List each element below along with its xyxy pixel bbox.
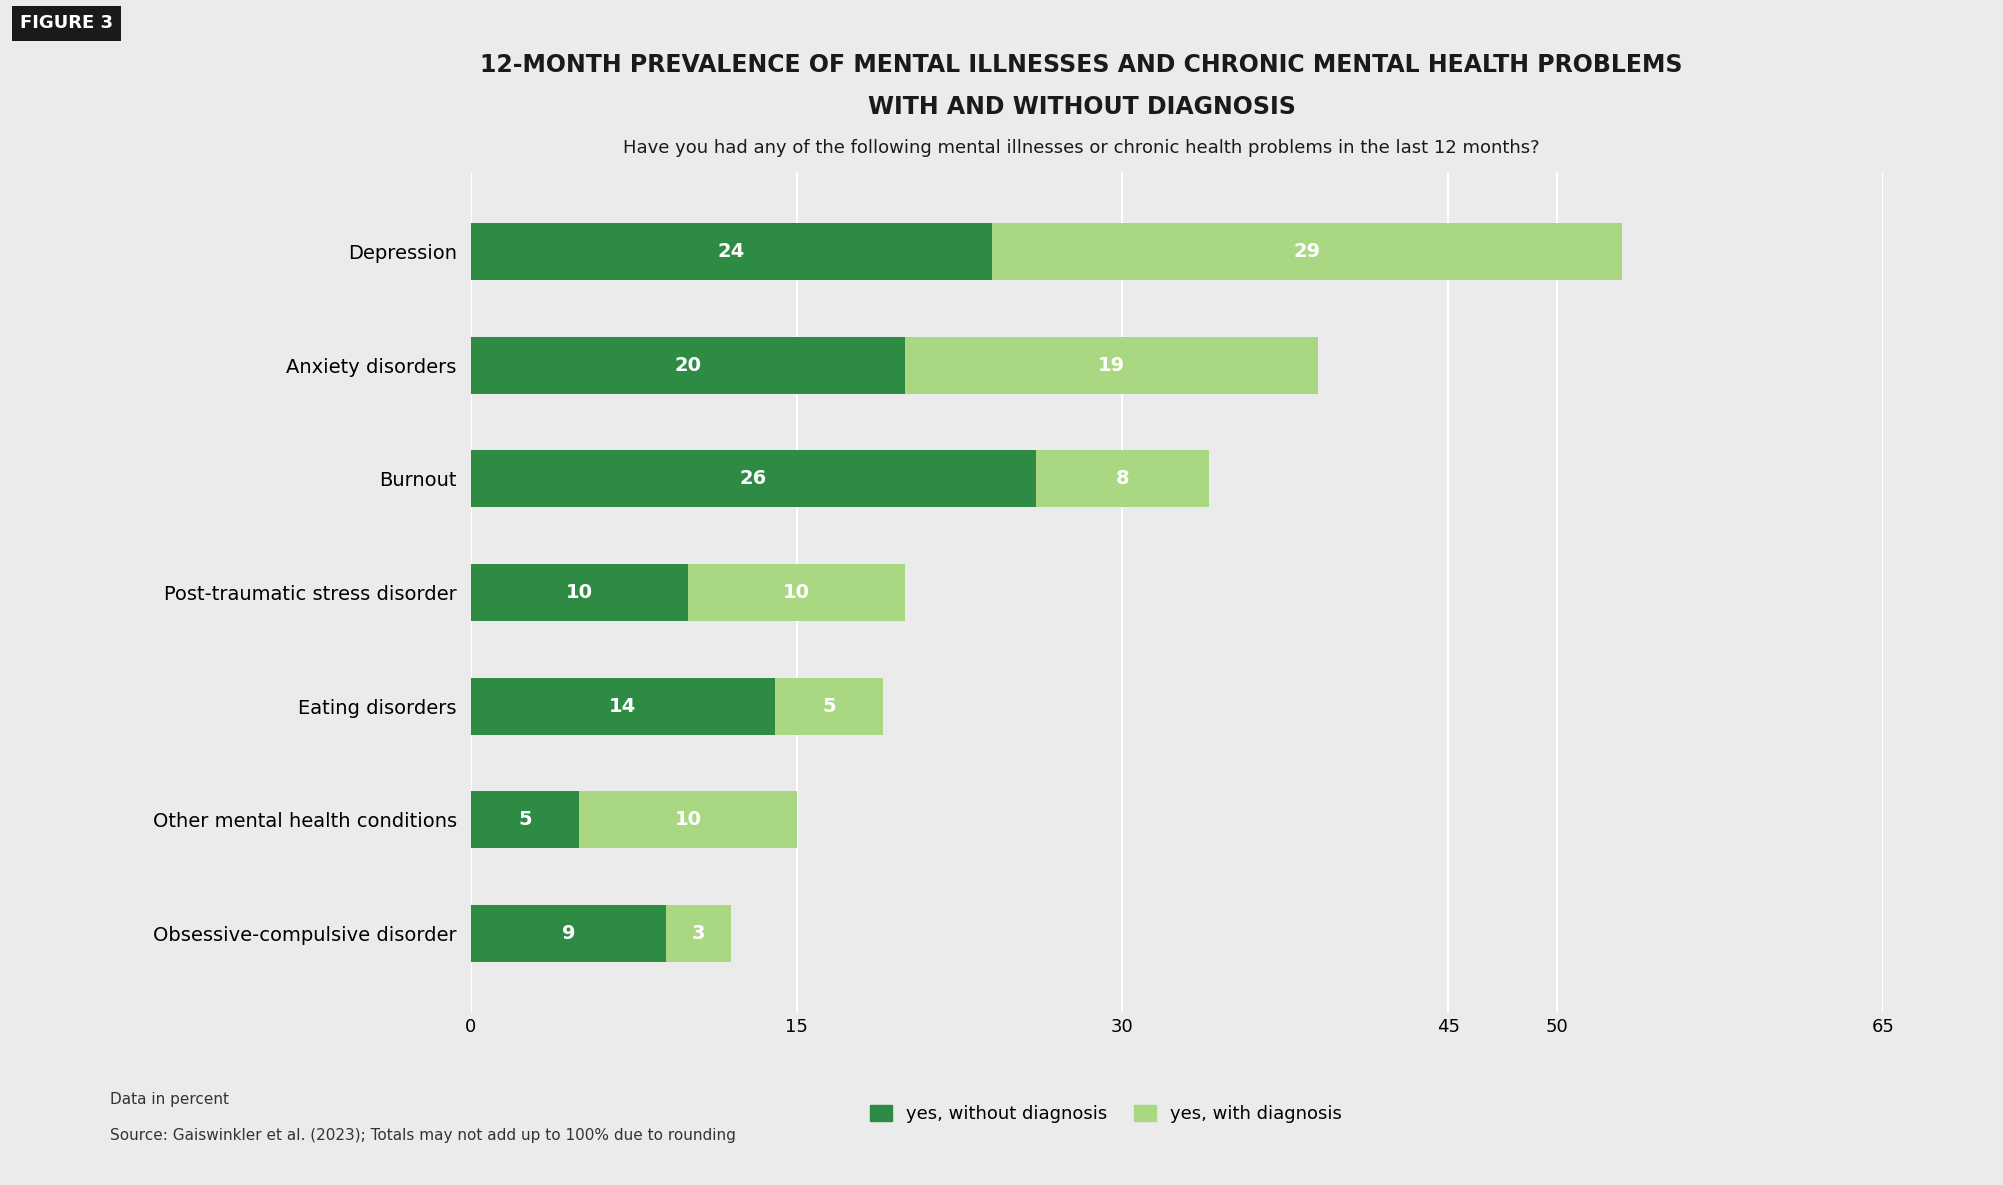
Text: Have you had any of the following mental illnesses or chronic health problems in: Have you had any of the following mental… — [623, 139, 1540, 158]
Text: 29: 29 — [1294, 242, 1320, 261]
Bar — [687, 564, 905, 621]
Text: Source: Gaiswinkler et al. (2023); Totals may not add up to 100% due to rounding: Source: Gaiswinkler et al. (2023); Total… — [110, 1128, 735, 1142]
Text: 26: 26 — [739, 469, 767, 488]
Bar — [471, 337, 905, 393]
Text: FIGURE 3: FIGURE 3 — [20, 14, 112, 32]
Bar — [991, 223, 1622, 280]
Text: 5: 5 — [519, 811, 533, 830]
Text: 5: 5 — [823, 697, 835, 716]
Legend: yes, without diagnosis, yes, with diagnosis: yes, without diagnosis, yes, with diagno… — [863, 1098, 1350, 1130]
Bar — [471, 450, 1036, 507]
Bar — [471, 223, 991, 280]
Text: 19: 19 — [1098, 356, 1126, 374]
Text: 20: 20 — [675, 356, 701, 374]
Bar — [471, 678, 775, 735]
Bar — [775, 678, 883, 735]
Text: 10: 10 — [565, 583, 593, 602]
Text: 12-MONTH PREVALENCE OF MENTAL ILLNESSES AND CHRONIC MENTAL HEALTH PROBLEMS: 12-MONTH PREVALENCE OF MENTAL ILLNESSES … — [481, 53, 1683, 77]
Text: 8: 8 — [1116, 469, 1130, 488]
Text: WITH AND WITHOUT DIAGNOSIS: WITH AND WITHOUT DIAGNOSIS — [867, 95, 1296, 118]
Bar — [471, 905, 667, 962]
Text: Data in percent: Data in percent — [110, 1093, 228, 1107]
Text: 9: 9 — [561, 924, 575, 943]
Text: 10: 10 — [675, 811, 701, 830]
Text: 14: 14 — [609, 697, 637, 716]
Bar — [1036, 450, 1210, 507]
Bar — [905, 337, 1318, 393]
Text: 10: 10 — [783, 583, 809, 602]
Text: 24: 24 — [717, 242, 745, 261]
Bar — [471, 792, 579, 848]
Bar — [667, 905, 731, 962]
Text: 3: 3 — [693, 924, 705, 943]
Bar — [579, 792, 797, 848]
Bar — [471, 564, 687, 621]
